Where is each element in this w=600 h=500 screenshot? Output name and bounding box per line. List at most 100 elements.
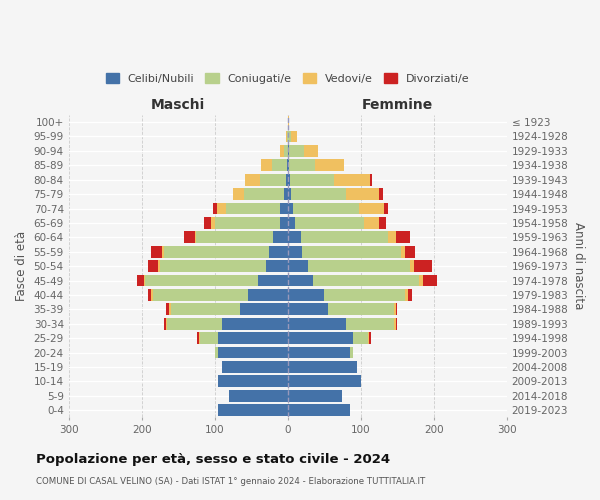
Bar — [423, 274, 437, 286]
Bar — [289, 160, 315, 171]
Bar — [284, 188, 287, 200]
Bar — [292, 130, 297, 142]
Bar — [308, 260, 410, 272]
Bar — [295, 217, 364, 229]
Bar — [287, 318, 346, 330]
Bar — [324, 289, 404, 301]
Bar — [272, 160, 287, 171]
Bar — [379, 188, 383, 200]
Bar — [346, 188, 379, 200]
Bar — [287, 346, 350, 358]
Bar — [248, 289, 287, 301]
Bar — [334, 174, 370, 186]
Bar — [287, 376, 361, 388]
Bar — [313, 274, 419, 286]
Bar — [218, 332, 287, 344]
Bar — [304, 145, 319, 157]
Bar — [144, 274, 145, 286]
Bar — [287, 260, 308, 272]
Bar — [293, 202, 359, 214]
Bar — [218, 404, 287, 416]
Bar — [287, 274, 313, 286]
Bar — [160, 260, 266, 272]
Bar — [280, 217, 287, 229]
Bar — [414, 260, 432, 272]
Bar — [290, 174, 334, 186]
Bar — [394, 318, 396, 330]
Text: COMUNE DI CASAL VELINO (SA) - Dati ISTAT 1° gennaio 2024 - Elaborazione TUTTITAL: COMUNE DI CASAL VELINO (SA) - Dati ISTAT… — [36, 478, 425, 486]
Bar — [215, 346, 218, 358]
Bar — [384, 202, 388, 214]
Bar — [287, 160, 289, 171]
Bar — [213, 202, 217, 214]
Y-axis label: Fasce di età: Fasce di età — [15, 231, 28, 301]
Bar — [396, 304, 397, 315]
Bar — [137, 274, 144, 286]
Bar — [211, 217, 215, 229]
Bar — [396, 318, 397, 330]
Bar — [404, 246, 415, 258]
Bar — [199, 332, 200, 344]
Bar — [196, 232, 273, 243]
Bar — [273, 232, 287, 243]
Bar — [370, 332, 371, 344]
Bar — [197, 332, 199, 344]
Bar — [287, 289, 324, 301]
Bar — [266, 260, 287, 272]
Bar — [218, 376, 287, 388]
Bar — [259, 274, 287, 286]
Bar — [364, 217, 379, 229]
Bar — [287, 174, 290, 186]
Bar — [195, 232, 196, 243]
Bar — [286, 174, 287, 186]
Bar — [204, 217, 211, 229]
Bar — [148, 289, 151, 301]
Bar — [346, 318, 394, 330]
Bar — [292, 188, 346, 200]
Bar — [240, 304, 287, 315]
Bar — [229, 390, 287, 402]
Bar — [169, 304, 171, 315]
Bar — [287, 361, 357, 373]
Bar — [359, 202, 384, 214]
Bar — [419, 274, 423, 286]
Y-axis label: Anni di nascita: Anni di nascita — [572, 222, 585, 310]
Bar — [167, 318, 222, 330]
Legend: Celibi/Nubili, Coniugati/e, Vedovi/e, Divorziati/e: Celibi/Nubili, Coniugati/e, Vedovi/e, Di… — [101, 69, 475, 88]
Bar — [284, 145, 287, 157]
Bar — [287, 304, 328, 315]
Bar — [388, 232, 396, 243]
Bar — [287, 390, 343, 402]
Bar — [222, 318, 287, 330]
Bar — [328, 304, 394, 315]
Bar — [286, 130, 287, 142]
Bar — [158, 260, 160, 272]
Bar — [394, 304, 396, 315]
Bar — [350, 346, 353, 358]
Bar — [287, 404, 350, 416]
Bar — [370, 174, 371, 186]
Bar — [287, 246, 302, 258]
Bar — [353, 332, 368, 344]
Bar — [151, 289, 152, 301]
Bar — [244, 188, 284, 200]
Bar — [145, 274, 259, 286]
Bar — [379, 217, 386, 229]
Bar — [287, 188, 292, 200]
Bar — [164, 246, 269, 258]
Bar — [280, 145, 284, 157]
Bar — [401, 246, 404, 258]
Bar — [218, 346, 287, 358]
Bar — [289, 145, 304, 157]
Bar — [215, 217, 280, 229]
Bar — [164, 318, 166, 330]
Bar — [245, 174, 260, 186]
Bar — [226, 202, 280, 214]
Bar — [151, 246, 162, 258]
Bar — [162, 246, 164, 258]
Bar — [315, 160, 344, 171]
Bar — [171, 304, 240, 315]
Bar — [233, 188, 244, 200]
Text: Femmine: Femmine — [362, 98, 433, 112]
Text: Maschi: Maschi — [151, 98, 205, 112]
